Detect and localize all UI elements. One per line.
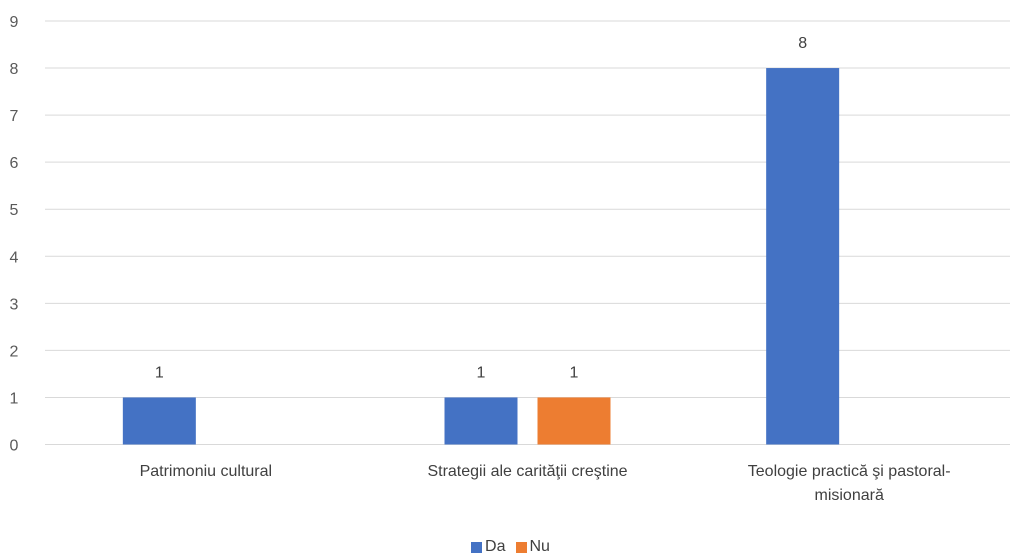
y-tick-label-3: 3 <box>10 296 19 313</box>
x-tick-label-2: Teologie practică şi pastoral- <box>748 463 951 480</box>
legend-swatch-nu <box>516 542 527 553</box>
legend-item-da: Da <box>471 538 505 556</box>
legend-item-nu: Nu <box>516 538 550 556</box>
y-tick-label-4: 4 <box>10 249 19 266</box>
legend-label-nu: Nu <box>530 538 550 556</box>
data-label-nu-1: 1 <box>570 364 579 381</box>
data-label-da-0: 1 <box>155 364 164 381</box>
x-tick-label-1: Strategii ale carităţii creştine <box>427 463 627 480</box>
y-tick-label-6: 6 <box>10 155 19 172</box>
bar-da-2 <box>766 68 839 444</box>
y-tick-label-1: 1 <box>10 390 19 407</box>
x-tick-label-0: Patrimoniu cultural <box>140 463 273 480</box>
legend-swatch-da <box>471 542 482 553</box>
y-tick-label-8: 8 <box>10 61 19 78</box>
y-tick-label-0: 0 <box>10 438 19 455</box>
x-tick-label-2-line1: misionară <box>814 487 883 504</box>
y-tick-label-2: 2 <box>10 343 19 360</box>
y-tick-label-7: 7 <box>10 108 19 125</box>
data-label-da-1: 1 <box>477 364 486 381</box>
y-tick-label-5: 5 <box>10 202 19 219</box>
bar-nu-1 <box>538 397 611 444</box>
legend-label-da: Da <box>485 538 505 556</box>
legend: Da Nu <box>0 538 1021 556</box>
data-label-da-2: 8 <box>798 35 807 52</box>
bar-da-1 <box>445 397 518 444</box>
y-tick-label-9: 9 <box>10 14 19 31</box>
bar-da-0 <box>123 397 196 444</box>
